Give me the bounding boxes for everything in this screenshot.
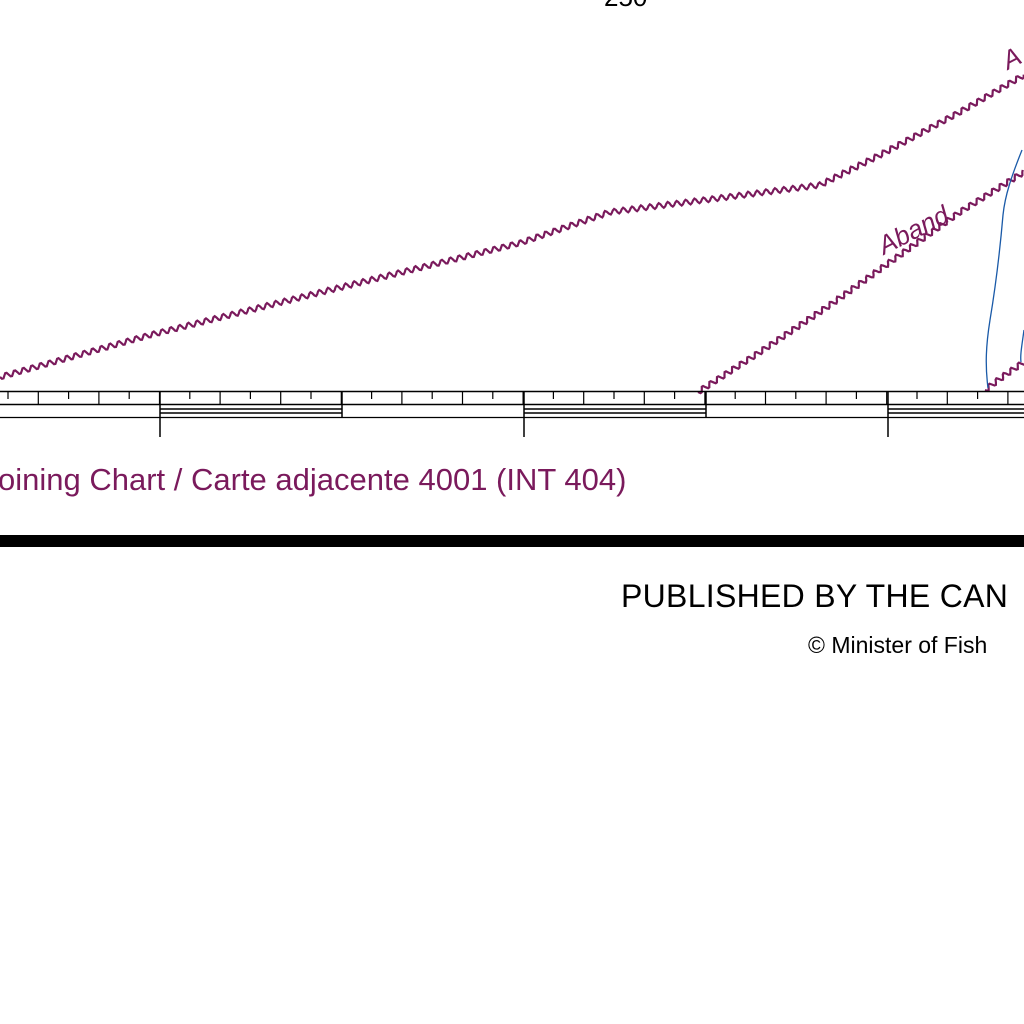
chart-frame-line — [0, 535, 1024, 547]
cable-label-partial: A — [995, 41, 1024, 77]
chart-graduated-border — [0, 390, 1024, 437]
depth-contour-line — [985, 149, 1023, 389]
submarine-cable-line — [0, 74, 1024, 381]
abandoned-cable-line-short — [984, 361, 1024, 393]
copyright-notice: © Minister of Fish — [808, 632, 988, 658]
depth-label: 250 — [604, 0, 647, 12]
abandoned-cable-line — [697, 169, 1024, 395]
cable-label-aband: Aband — [871, 199, 955, 261]
adjoining-chart-note: oining Chart / Carte adjacente 4001 (INT… — [0, 462, 626, 497]
publisher-title: PUBLISHED BY THE CAN — [621, 578, 1009, 614]
